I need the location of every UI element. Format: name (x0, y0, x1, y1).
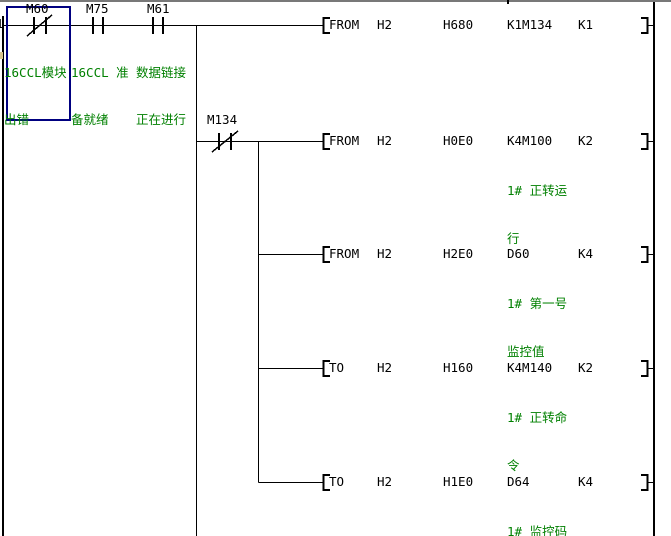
instruction-arg[interactable]: H680 (443, 17, 474, 32)
instruction-arg[interactable]: H2 (377, 246, 393, 261)
instruction-arg[interactable]: D60 (507, 246, 530, 261)
instruction-row-3[interactable]: FROM H2 H2E0 D60 K4 (0, 247, 671, 261)
comment-line: 1# 第一号 (507, 296, 568, 311)
contact-m75-label[interactable]: M75 (86, 1, 109, 16)
instruction-op[interactable]: FROM (329, 17, 360, 32)
instruction-row-5[interactable]: TO H2 H1E0 D64 K4 (0, 475, 671, 489)
contact-m60-label[interactable]: M60 (26, 1, 49, 16)
instruction-arg[interactable]: K2 (578, 133, 594, 148)
instruction-arg[interactable]: D64 (507, 474, 530, 489)
step-number-partial: 1 (0, 17, 4, 31)
instruction-row-4[interactable]: TO H2 H160 K4M140 K2 (0, 361, 671, 375)
instruction-arg[interactable]: H2 (377, 133, 393, 148)
comment-line: 行 (507, 231, 520, 246)
contact-m134-nc-symbol[interactable] (211, 130, 239, 153)
comment-d64: 1# 监控码 1 2 (507, 492, 567, 536)
instruction-arg[interactable]: K4 (578, 246, 594, 261)
window-top-border (0, 0, 671, 2)
instruction-brackets-row-3 (322, 246, 654, 263)
instruction-arg[interactable]: K2 (578, 360, 594, 375)
instruction-arg[interactable]: H0E0 (443, 133, 474, 148)
contact-m61-no-symbol[interactable] (152, 17, 164, 34)
instruction-brackets-row-5 (322, 474, 654, 491)
contact-m75-no-symbol[interactable] (92, 17, 104, 34)
comment-m61: 数据链接 正在进行 (136, 34, 186, 158)
instruction-arg[interactable]: K4M140 (507, 360, 553, 375)
comment-k4m140: 1# 正转命 令 (507, 378, 567, 506)
instruction-op[interactable]: TO (329, 360, 345, 375)
comment-line: 数据链接 (136, 65, 187, 80)
comment-d60: 1# 第一号 监控值 (507, 264, 567, 392)
instruction-brackets-row-1 (322, 17, 654, 34)
instruction-arg[interactable]: H2 (377, 474, 393, 489)
instruction-brackets-row-2 (322, 133, 654, 150)
comment-line: 令 (507, 458, 520, 473)
comment-line: 1# 正转命 (507, 410, 568, 425)
instruction-row-2[interactable]: FROM H2 H0E0 K4M100 K2 (0, 134, 671, 148)
comment-line: 1# 正转运 (507, 183, 568, 198)
instruction-arg[interactable]: K4M100 (507, 133, 553, 148)
contact-m134-label[interactable]: M134 (207, 112, 238, 127)
instruction-arg[interactable]: H160 (443, 360, 474, 375)
comment-line: 16CCL模块 (4, 65, 67, 80)
contact-m61-label[interactable]: M61 (147, 1, 170, 16)
comment-m60: 16CCL模块 出错 (4, 34, 67, 158)
instruction-brackets-row-4 (322, 360, 654, 377)
instruction-arg[interactable]: H2 (377, 17, 393, 32)
instruction-arg[interactable]: H2 (377, 360, 393, 375)
comment-line: 1# 监控码 (507, 524, 568, 536)
instruction-row-1[interactable]: FROM H2 H680 K1M134 K1 (0, 18, 671, 32)
comment-line: 16CCL 准 (71, 65, 129, 80)
instruction-arg[interactable]: K4 (578, 474, 594, 489)
instruction-arg[interactable]: K1M134 (507, 17, 553, 32)
left-edge-artifact (0, 52, 3, 59)
comment-line: 正在进行 (136, 111, 187, 127)
instruction-arg[interactable]: H1E0 (443, 474, 474, 489)
instruction-op[interactable]: FROM (329, 246, 360, 261)
top-edge-tick (507, 0, 509, 4)
instruction-op[interactable]: FROM (329, 133, 360, 148)
comment-m75: 16CCL 准 备就绪 (71, 34, 129, 158)
comment-line: 备就绪 (71, 111, 109, 127)
instruction-arg[interactable]: H2E0 (443, 246, 474, 261)
instruction-arg[interactable]: K1 (578, 17, 594, 32)
comment-k4m100: 1# 正转运 行 (507, 151, 567, 279)
instruction-op[interactable]: TO (329, 474, 345, 489)
contact-m60-nc-symbol[interactable] (26, 14, 53, 37)
selection-cursor (6, 6, 71, 121)
comment-line: 监控值 (507, 344, 545, 359)
comment-line: 出错 (4, 111, 30, 127)
